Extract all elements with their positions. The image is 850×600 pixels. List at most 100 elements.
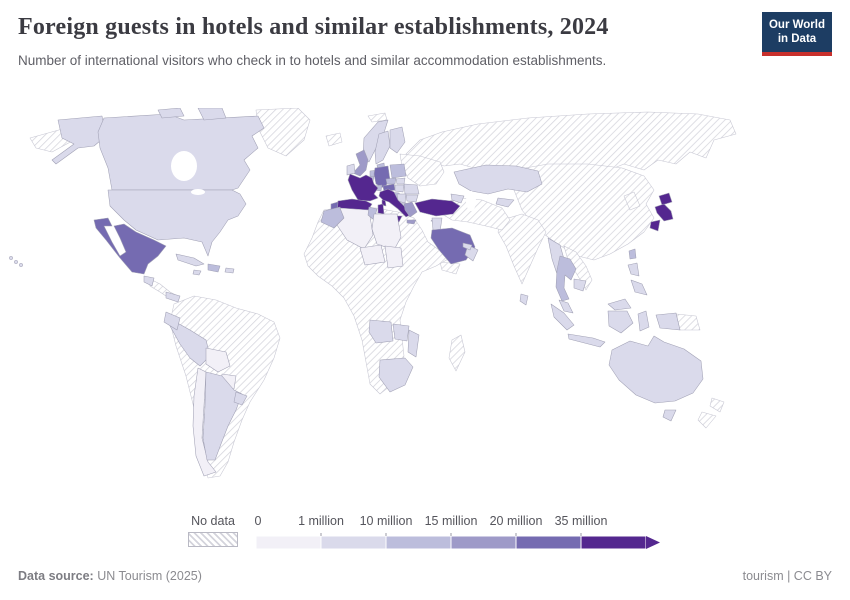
owid-logo[interactable]: Our World in Data xyxy=(762,12,832,56)
country-finland[interactable] xyxy=(389,126,406,154)
region-java[interactable] xyxy=(567,333,606,348)
region-sardinia[interactable] xyxy=(377,203,385,215)
country-hungary[interactable] xyxy=(394,184,405,193)
data-source-label: Data source: xyxy=(18,569,94,583)
page-title: Foreign guests in hotels and similar est… xyxy=(18,14,609,40)
legend-tick-2: 10 million xyxy=(359,514,413,528)
country-united-kingdom[interactable] xyxy=(352,149,369,177)
country-dominican-republic[interactable] xyxy=(207,263,221,273)
legend-tick-1: 1 million xyxy=(298,514,344,528)
country-mozambique[interactable] xyxy=(407,329,420,358)
country-new-zealand-south[interactable] xyxy=(697,411,717,429)
country-japan-hokkaido[interactable] xyxy=(658,192,673,206)
country-sri-lanka[interactable] xyxy=(519,293,529,306)
region-kalimantan[interactable] xyxy=(607,310,634,334)
country-new-zealand-north[interactable] xyxy=(709,397,725,413)
country-australia[interactable] xyxy=(608,335,704,404)
country-taiwan[interactable] xyxy=(628,248,637,260)
region-sumatra[interactable] xyxy=(550,303,575,331)
legend-tick-0: 0 xyxy=(254,514,262,528)
black-sea xyxy=(420,190,442,200)
chart-footer: Data source: UN Tourism (2025) tourism |… xyxy=(18,569,832,583)
country-japan-honshu[interactable] xyxy=(654,203,674,222)
country-turkey[interactable] xyxy=(414,198,461,217)
region-korea[interactable] xyxy=(623,191,641,211)
chart-subtitle: Number of international visitors who che… xyxy=(18,53,607,68)
country-romania[interactable] xyxy=(403,183,420,195)
legend-tick-4: 20 million xyxy=(489,514,543,528)
country-france[interactable] xyxy=(347,173,379,202)
country-guatemala[interactable] xyxy=(143,275,155,287)
country-india[interactable] xyxy=(497,213,547,285)
country-ecuador[interactable] xyxy=(163,311,181,331)
region-puerto-rico[interactable] xyxy=(224,267,235,274)
country-uruguay[interactable] xyxy=(233,391,248,406)
country-argentina[interactable] xyxy=(202,371,243,461)
country-poland[interactable] xyxy=(389,163,407,179)
country-greece[interactable] xyxy=(403,201,418,218)
hudson-bay xyxy=(171,151,197,181)
country-madagascar[interactable] xyxy=(448,334,466,372)
region-tasmania[interactable] xyxy=(662,409,677,422)
country-south-africa[interactable] xyxy=(378,357,414,393)
country-sweden[interactable] xyxy=(374,130,391,165)
region-africa-no-data[interactable] xyxy=(303,205,451,395)
region-costa-rica-panama[interactable] xyxy=(165,291,181,303)
region-caucasus[interactable] xyxy=(450,193,465,204)
country-chile[interactable] xyxy=(192,367,217,477)
country-angola[interactable] xyxy=(368,319,394,344)
region-crete[interactable] xyxy=(406,219,417,225)
region-hawaii-2[interactable] xyxy=(14,260,18,264)
country-philippines-luzon[interactable] xyxy=(627,262,640,277)
country-saudi-arabia[interactable] xyxy=(430,227,476,265)
country-philippines-south[interactable] xyxy=(630,279,648,296)
country-japan-kyushu[interactable] xyxy=(649,219,661,232)
country-thailand[interactable] xyxy=(555,255,577,302)
legend-no-data[interactable]: No data xyxy=(188,514,238,547)
world-choropleth-map xyxy=(9,108,737,479)
country-united-states[interactable] xyxy=(107,189,247,257)
country-kazakhstan[interactable] xyxy=(453,164,543,195)
country-uae[interactable] xyxy=(462,242,473,251)
region-hawaii-1[interactable] xyxy=(9,256,13,260)
owid-logo-line2: in Data xyxy=(777,33,817,46)
legend-color-bar[interactable] xyxy=(256,533,676,551)
country-yemen[interactable] xyxy=(439,261,461,275)
country-iceland[interactable] xyxy=(325,132,343,147)
country-zambia[interactable] xyxy=(392,323,410,342)
legend-tick-5: 35 million xyxy=(554,514,608,528)
country-bulgaria[interactable] xyxy=(405,194,419,203)
country-czechia[interactable] xyxy=(385,177,397,185)
legend-no-data-swatch xyxy=(188,532,238,547)
region-west-papua[interactable] xyxy=(655,312,681,331)
country-cambodia[interactable] xyxy=(573,278,587,292)
legend-scale: 0 1 million 10 million 15 million 20 mil… xyxy=(254,514,676,554)
legend-arrow xyxy=(646,536,660,549)
legend-tick-3: 15 million xyxy=(424,514,478,528)
region-sulawesi[interactable] xyxy=(637,310,650,332)
country-malaysia-borneo[interactable] xyxy=(607,298,632,311)
country-germany[interactable] xyxy=(373,165,391,189)
country-bolivia[interactable] xyxy=(205,347,231,373)
region-arctic-island-1[interactable] xyxy=(157,108,185,119)
country-chad[interactable] xyxy=(384,245,404,269)
license-text[interactable]: tourism | CC BY xyxy=(742,569,832,583)
owid-logo-line1: Our World xyxy=(768,19,825,31)
data-source-value[interactable]: UN Tourism (2025) xyxy=(97,569,202,583)
country-ireland[interactable] xyxy=(346,163,356,176)
country-greenland[interactable] xyxy=(255,108,311,157)
country-slovakia[interactable] xyxy=(395,177,406,185)
region-arctic-island-2[interactable] xyxy=(197,108,227,121)
map-legend: No data 0 1 million 10 million 15 millio… xyxy=(0,514,850,556)
country-niger[interactable] xyxy=(359,244,386,266)
region-hawaii-3[interactable] xyxy=(19,263,23,267)
country-uzbekistan[interactable] xyxy=(495,197,515,208)
country-cuba[interactable] xyxy=(175,253,205,267)
country-jamaica[interactable] xyxy=(192,269,202,276)
country-mexico[interactable] xyxy=(93,217,167,275)
country-russia[interactable] xyxy=(405,111,737,173)
country-peru[interactable] xyxy=(169,319,211,367)
legend-no-data-label: No data xyxy=(191,514,235,528)
country-malaysia-peninsula[interactable] xyxy=(558,299,574,314)
